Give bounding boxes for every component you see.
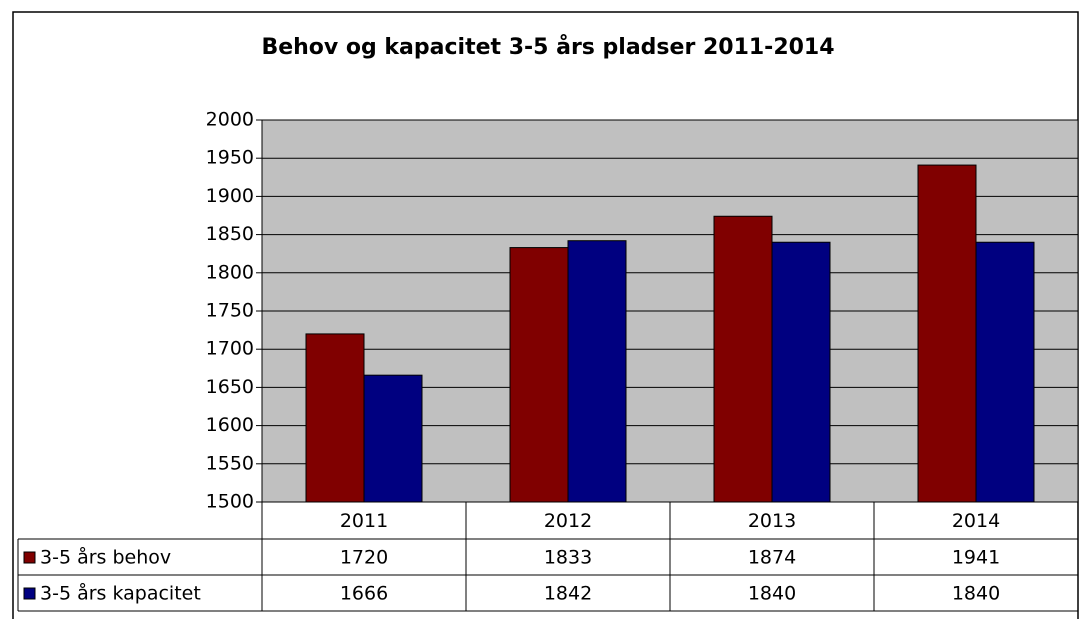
table-value: 1840 <box>748 583 796 605</box>
table-value: 1720 <box>340 547 388 569</box>
y-tick-label: 1750 <box>206 300 254 322</box>
y-tick-label: 1900 <box>206 185 254 207</box>
bar <box>305 333 365 503</box>
y-tick-label: 1800 <box>206 261 254 283</box>
y-tick-label: 1650 <box>206 376 254 398</box>
table-value: 1833 <box>544 547 592 569</box>
legend-label: 3-5 års kapacitet <box>40 582 201 605</box>
table-value: 1874 <box>748 547 796 569</box>
legend-swatch <box>23 551 36 564</box>
bar <box>509 247 569 503</box>
y-tick-label: 1700 <box>206 338 254 360</box>
bar <box>713 215 773 503</box>
bar <box>917 164 977 503</box>
y-tick-label: 1950 <box>206 147 254 169</box>
x-tick-label: 2014 <box>952 510 1000 532</box>
y-tick-label: 1550 <box>206 452 254 474</box>
legend-swatch <box>23 587 36 600</box>
legend-label: 3-5 års behov <box>40 546 171 569</box>
bar <box>771 241 831 503</box>
y-tick-label: 1850 <box>206 223 254 245</box>
bar <box>567 240 627 503</box>
x-tick-label: 2011 <box>340 510 388 532</box>
x-tick-label: 2013 <box>748 510 796 532</box>
table-value: 1840 <box>952 583 1000 605</box>
table-value: 1666 <box>340 583 388 605</box>
table-value: 1941 <box>952 547 1000 569</box>
table-value: 1842 <box>544 583 592 605</box>
chart-title: Behov og kapacitet 3-5 års pladser 2011-… <box>261 34 834 60</box>
x-tick-label: 2012 <box>544 510 592 532</box>
y-tick-label: 1500 <box>206 491 254 513</box>
y-tick-label: 2000 <box>206 109 254 131</box>
y-tick-label: 1600 <box>206 414 254 436</box>
bar <box>363 374 423 503</box>
bar <box>975 241 1035 503</box>
